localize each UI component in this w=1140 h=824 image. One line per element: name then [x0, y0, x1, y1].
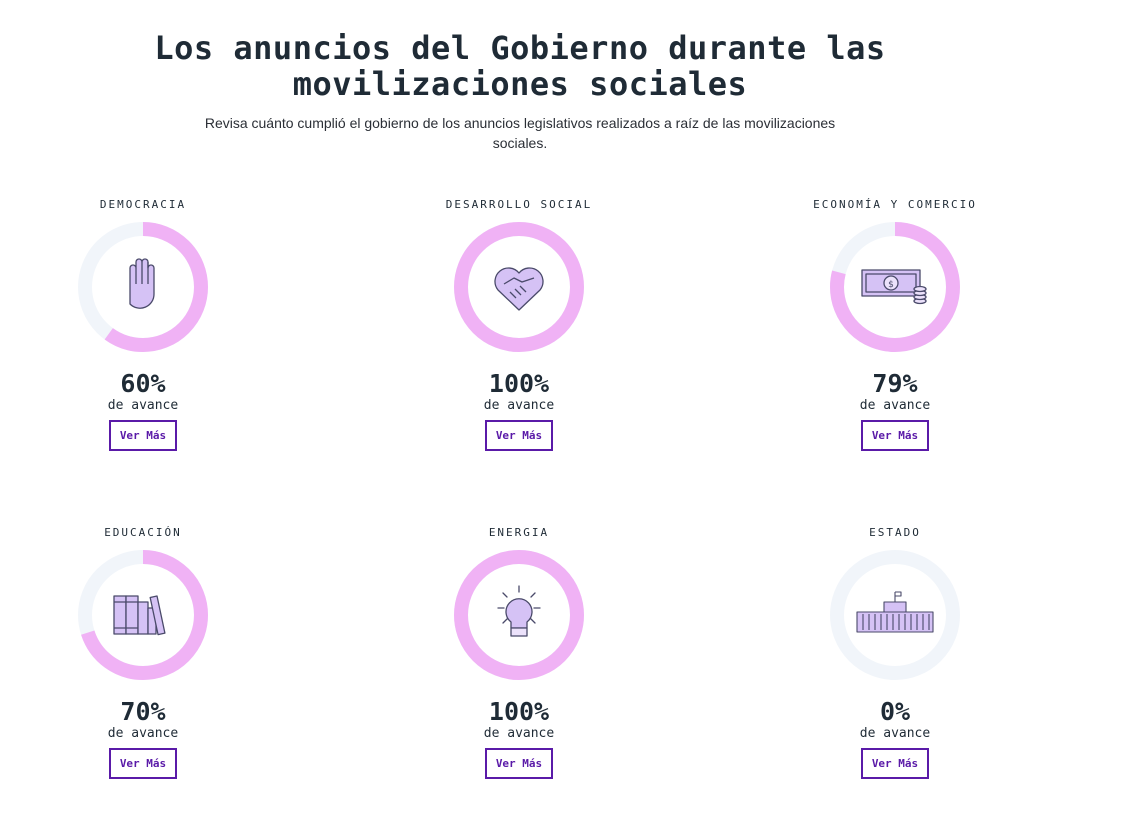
- progress-caption: de avance: [483, 726, 555, 741]
- category-label: ECONOMÍA Y COMERCIO: [813, 198, 977, 211]
- ring-progress: [78, 222, 208, 352]
- card-estado: ESTADO 0% de avance Ver Más: [795, 526, 995, 806]
- progress-ring: [78, 550, 208, 680]
- percent-value: 79%: [872, 369, 918, 398]
- subtitle-line-2: sociales.: [492, 135, 548, 151]
- percent-value: 0%: [879, 697, 911, 726]
- ver-mas-button[interactable]: Ver Más: [861, 420, 929, 451]
- progress-ring: $: [830, 222, 960, 352]
- category-label: ENERGIA: [488, 526, 550, 539]
- title-line-1: Los anuncios del Gobierno durante las: [154, 29, 886, 67]
- ver-mas-button[interactable]: Ver Más: [861, 748, 929, 779]
- category-label: DEMOCRACIA: [99, 198, 187, 211]
- progress-caption: de avance: [859, 398, 931, 413]
- lightbulb-icon: [497, 585, 541, 637]
- progress-caption: de avance: [107, 398, 179, 413]
- progress-caption: de avance: [483, 398, 555, 413]
- ver-mas-button[interactable]: Ver Más: [485, 420, 553, 451]
- svg-text:$: $: [888, 280, 894, 290]
- ring-progress: [454, 222, 584, 352]
- percent-value: 70%: [120, 697, 166, 726]
- ring-progress: [78, 550, 208, 680]
- ring-progress: [830, 222, 960, 352]
- category-label: ESTADO: [869, 526, 921, 539]
- progress-caption: de avance: [107, 726, 179, 741]
- card-energia: ENERGIA 100% de avance Ver Más: [419, 526, 619, 806]
- progress-ring: [830, 550, 960, 680]
- percent-value: 100%: [488, 369, 550, 398]
- card-educacion: EDUCACIÓN 70% de avance Ver Más: [43, 526, 243, 806]
- card-desarrollo-social: DESARROLLO SOCIAL 100% de avance Ver Más: [419, 198, 619, 478]
- page-subtitle: Revisa cuánto cumplió el gobierno de los…: [170, 113, 870, 153]
- progress-caption: de avance: [859, 726, 931, 741]
- percent-value: 100%: [488, 697, 550, 726]
- raised-hand-icon: [129, 258, 155, 309]
- ver-mas-button[interactable]: Ver Más: [109, 748, 177, 779]
- percent-value: 60%: [120, 369, 166, 398]
- title-line-2: movilizaciones sociales: [292, 65, 748, 103]
- money-bill-icon: $: [861, 269, 927, 305]
- handshake-heart-icon: [494, 267, 544, 311]
- category-label: EDUCACIÓN: [104, 526, 182, 539]
- card-democracia: DEMOCRACIA 60% de avance Ver Más: [43, 198, 243, 478]
- progress-ring: [454, 222, 584, 352]
- category-label: DESARROLLO SOCIAL: [445, 198, 593, 211]
- ring-progress: [454, 550, 584, 680]
- ring-track: [830, 550, 960, 680]
- card-economia-comercio: ECONOMÍA Y COMERCIO $ 79% de avance Ver …: [795, 198, 995, 478]
- page-title: Los anuncios del Gobierno durante las mo…: [120, 30, 920, 102]
- progress-ring: [78, 222, 208, 352]
- ver-mas-button[interactable]: Ver Más: [485, 748, 553, 779]
- government-building-icon: [856, 591, 934, 633]
- progress-ring: [454, 550, 584, 680]
- ver-mas-button[interactable]: Ver Más: [109, 420, 177, 451]
- subtitle-line-1: Revisa cuánto cumplió el gobierno de los…: [204, 115, 836, 131]
- books-icon: [113, 595, 166, 636]
